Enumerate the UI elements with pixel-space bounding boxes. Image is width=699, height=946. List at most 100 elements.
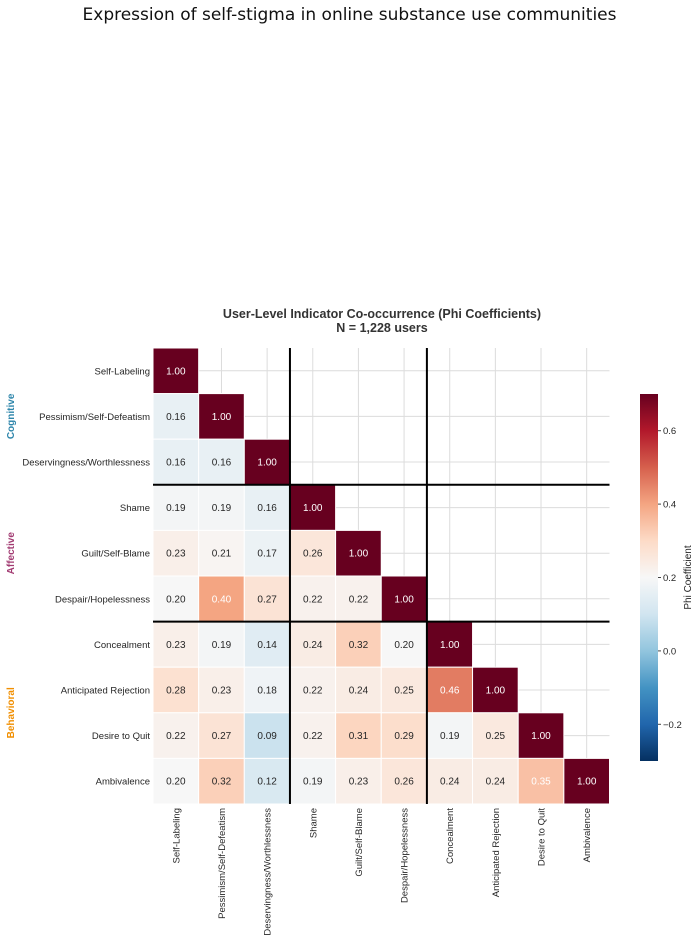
cell-value-label: 1.00 — [257, 458, 277, 469]
heatmap-cell — [198, 484, 245, 531]
cell-value-label: 0.32 — [212, 777, 232, 788]
heatmap-cell — [380, 757, 428, 805]
heatmap-cell — [152, 438, 200, 486]
cell-value-label: 0.16 — [257, 503, 277, 514]
heatmap-cell — [517, 712, 565, 759]
cell-value-label: 0.25 — [486, 731, 506, 742]
cell-value-label: 0.25 — [394, 686, 414, 697]
cell-value-label: 1.00 — [486, 686, 506, 697]
cell-value-label: 0.46 — [440, 686, 460, 697]
cell-value-label: 0.19 — [212, 503, 232, 514]
heatmap-cell — [289, 666, 337, 714]
cell-value-label: 0.29 — [394, 731, 414, 742]
heatmap-cell — [289, 757, 337, 805]
heatmap-cell — [152, 484, 200, 531]
heatmap-cell — [243, 484, 291, 531]
heatmap-cell — [426, 712, 474, 759]
cell-value-label: 0.24 — [486, 777, 506, 788]
figure-suptitle: Expression of self-stigma in online subs… — [82, 5, 617, 25]
heatmap-cell — [243, 529, 291, 577]
heatmap-cell — [335, 529, 382, 577]
heatmap-cell — [517, 757, 565, 805]
cell-value-label: 0.14 — [257, 640, 277, 651]
cell-value-label: 1.00 — [349, 549, 369, 560]
heatmap-cell — [380, 666, 428, 714]
cell-value-label: 0.16 — [166, 412, 186, 423]
cell-value-label: 0.26 — [394, 777, 414, 788]
x-tick-label-despair-hopelessness: Despair/Hopelessness — [400, 808, 411, 903]
heatmap-cell — [243, 438, 291, 486]
cell-value-label: 1.00 — [531, 731, 551, 742]
cell-value-label: 0.35 — [531, 777, 551, 788]
heatmap-cell — [152, 347, 200, 395]
y-tick-label-anticipated-rejection: Anticipated Rejection — [61, 686, 150, 697]
x-tick-label-guilt-self-blame: Guilt/Self-Blame — [354, 808, 365, 877]
heatmap-cell — [289, 484, 337, 531]
cell-value-label: 0.28 — [166, 686, 186, 697]
colorbar-tick-label: 0.2 — [663, 573, 676, 584]
x-tick-label-concealment: Concealment — [445, 808, 456, 864]
y-tick-label-concealment: Concealment — [94, 640, 150, 651]
cell-value-label: 0.26 — [303, 549, 323, 560]
colorbar-bar — [640, 394, 658, 761]
x-tick-label-shame: Shame — [308, 808, 319, 838]
cell-value-label: 0.20 — [394, 640, 414, 651]
cell-value-label: 0.17 — [257, 549, 277, 560]
heatmap-cell — [289, 575, 337, 623]
heatmap-cell — [472, 757, 519, 805]
y-tick-labels: Self-Labeling Pessimism/Self-Defeatism Des… — [22, 366, 150, 787]
heatmap-cell — [472, 666, 519, 714]
y-tick-label-guilt-self-blame: Guilt/Self-Blame — [81, 549, 150, 560]
cell-value-label: 0.20 — [166, 777, 186, 788]
x-tick-label-deservingness-worthlessness: Deservingness/Worthlessness — [263, 808, 274, 936]
chart-subtitle: N = 1,228 users — [336, 321, 427, 335]
y-tick-label-desire-to-quit: Desire to Quit — [92, 731, 150, 742]
heatmap-cell — [152, 757, 200, 805]
x-tick-label-pessimism-self-defeatism: Pessimism/Self-Defeatism — [217, 808, 228, 919]
cell-value-label: 0.22 — [166, 731, 186, 742]
heatmap-cell — [426, 621, 474, 668]
colorbar-label: Phi Coefficient — [683, 545, 694, 610]
cell-value-label: 0.24 — [349, 686, 369, 697]
heatmap-cell — [289, 529, 337, 577]
y-tick-label-pessimism-self-defeatism: Pessimism/Self-Defeatism — [39, 412, 150, 423]
x-tick-label-desire-to-quit: Desire to Quit — [537, 808, 548, 866]
cell-value-label: 0.23 — [349, 777, 369, 788]
cell-value-label: 0.19 — [440, 731, 460, 742]
cell-value-label: 0.32 — [349, 640, 369, 651]
x-tick-label-ambivalence: Ambivalence — [582, 808, 593, 862]
cell-value-label: 1.00 — [212, 412, 232, 423]
cell-value-label: 1.00 — [166, 366, 186, 377]
cell-value-label: 0.22 — [349, 594, 369, 605]
colorbar-tick-label: 0.0 — [663, 646, 676, 657]
heatmap-cell — [152, 575, 200, 623]
group-label-behavioral: Behavioral — [6, 687, 17, 738]
heatmap-cell — [198, 529, 245, 577]
heatmap-cells: 1.00 0.16 1.00 0.16 0.16 1.00 0.19 0.19 0.16 1.00… — [152, 347, 610, 805]
group-dividers — [153, 348, 610, 804]
cell-value-label: 1.00 — [394, 594, 414, 605]
group-labels: Cognitive Affective Behavioral — [6, 393, 17, 738]
colorbar-tick-label: −0.2 — [663, 720, 682, 731]
heatmap-cell — [198, 757, 245, 805]
y-tick-label-despair-hopelessness: Despair/Hopelessness — [55, 594, 150, 605]
heatmap-cell — [335, 666, 382, 714]
cell-value-label: 0.20 — [166, 594, 186, 605]
colorbar: −0.2 0.0 0.2 0.4 0.6 Phi Coefficient — [640, 394, 694, 761]
heatmap-cell — [335, 712, 382, 759]
cell-value-label: 0.23 — [212, 686, 232, 697]
x-tick-label-self-labeling: Self-Labeling — [171, 808, 182, 863]
cell-value-label: 0.19 — [303, 777, 323, 788]
y-tick-label-self-labeling: Self-Labeling — [95, 366, 150, 377]
heatmap-cell — [198, 621, 245, 668]
group-label-affective: Affective — [6, 532, 17, 575]
cell-value-label: 0.22 — [303, 594, 323, 605]
heatmap-cell — [198, 666, 245, 714]
x-tick-label-anticipated-rejection: Anticipated Rejection — [491, 808, 502, 897]
cell-value-label: 0.40 — [212, 594, 232, 605]
cell-value-label: 0.23 — [166, 640, 186, 651]
cell-value-label: 0.27 — [212, 731, 232, 742]
cell-value-label: 0.24 — [440, 777, 460, 788]
heatmap-cell — [380, 712, 428, 759]
